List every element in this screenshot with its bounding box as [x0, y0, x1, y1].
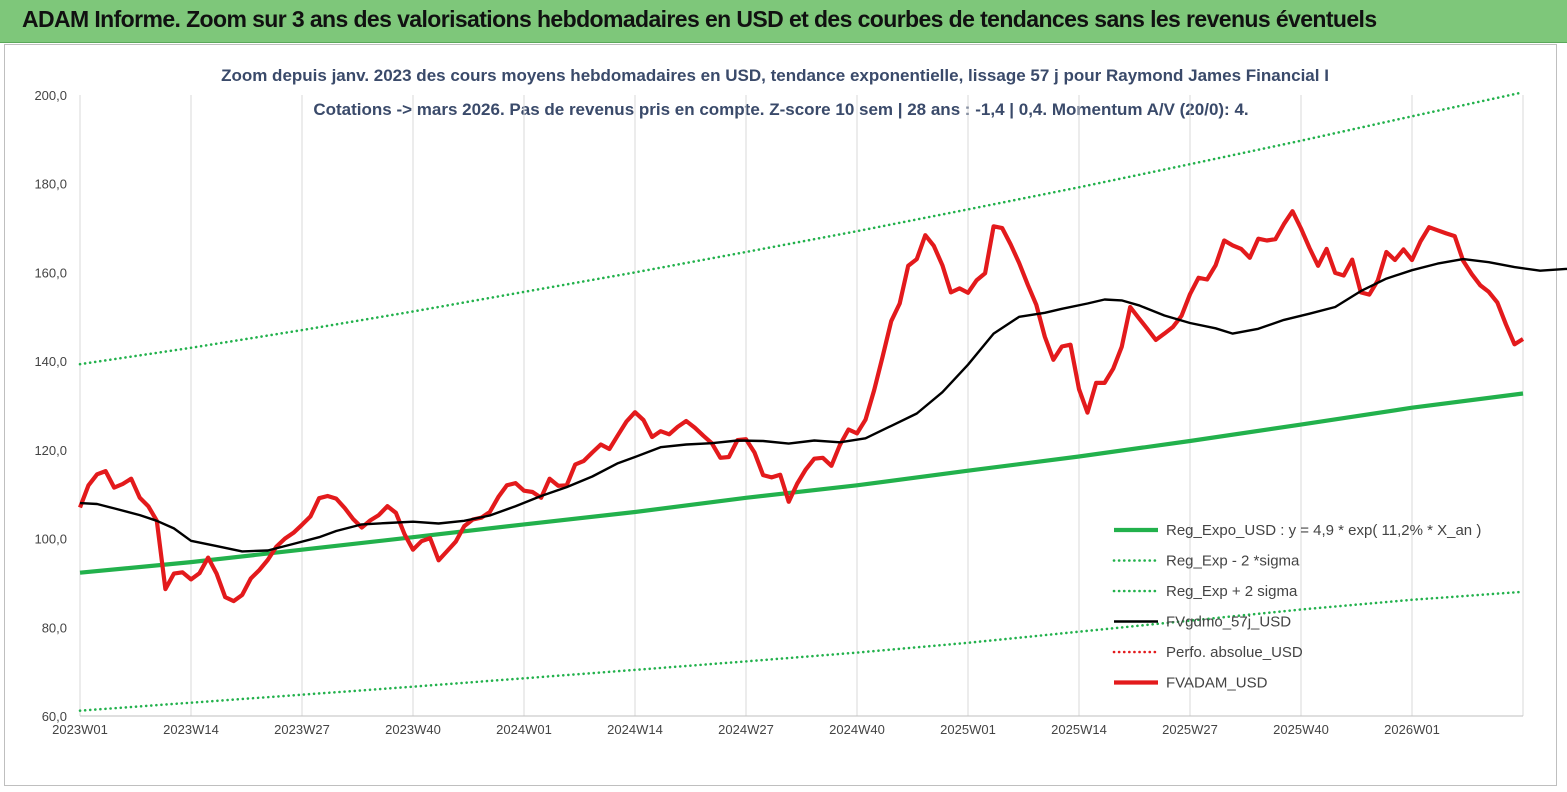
x-tick-label: 2025W27: [1162, 722, 1218, 737]
x-tick-label: 2023W01: [52, 722, 108, 737]
x-tick-label: 2024W40: [829, 722, 885, 737]
header-banner: ADAM Informe. Zoom sur 3 ans des valoris…: [0, 0, 1567, 43]
y-tick-label: 120,0: [34, 443, 67, 458]
y-tick-label: 80,0: [42, 620, 67, 635]
legend-label: Reg_Exp + 2 sigma: [1166, 583, 1298, 600]
series-line-3: [79, 257, 1567, 553]
legend-label: Perfo. absolue_USD: [1166, 644, 1303, 661]
x-tick-label: 2023W14: [163, 722, 219, 737]
x-tick-label: 2025W01: [940, 722, 996, 737]
legend-label: Reg_Exp - 2 *sigma: [1166, 553, 1300, 570]
chart-subtitle: Cotations -> mars 2026. Pas de revenus p…: [313, 100, 1248, 119]
page-title: ADAM Informe. Zoom sur 3 ans des valoris…: [22, 6, 1377, 32]
x-tick-label: 2026W01: [1384, 722, 1440, 737]
x-tick-label: 2025W40: [1273, 722, 1329, 737]
x-tick-label: 2023W40: [385, 722, 441, 737]
x-tick-label: 2024W27: [718, 722, 774, 737]
legend-label: FVgdmo_57j_USD: [1166, 614, 1291, 631]
legend-label: Reg_Expo_USD : y = 4,9 * exp( 11,2% * X_…: [1166, 522, 1481, 539]
x-tick-label: 2025W14: [1051, 722, 1107, 737]
y-tick-label: 200,0: [34, 88, 67, 103]
chart-frame: [4, 44, 1557, 786]
x-tick-label: 2024W01: [496, 722, 552, 737]
y-tick-label: 160,0: [34, 265, 67, 280]
y-tick-label: 180,0: [34, 177, 67, 192]
series-line-1: [78, 590, 1525, 712]
y-tick-label: 140,0: [34, 354, 67, 369]
series-line-0: [79, 391, 1524, 575]
series-line-5: [78, 209, 1525, 604]
series-line-2: [78, 91, 1525, 366]
y-tick-label: 60,0: [42, 709, 67, 724]
legend: Reg_Expo_USD : y = 4,9 * exp( 11,2% * X_…: [1112, 522, 1481, 692]
legend-label: FVADAM_USD: [1166, 675, 1268, 692]
x-tick-label: 2023W27: [274, 722, 330, 737]
x-tick-label: 2024W14: [607, 722, 663, 737]
y-tick-label: 100,0: [34, 532, 67, 547]
chart-title: Zoom depuis janv. 2023 des cours moyens …: [221, 66, 1329, 85]
